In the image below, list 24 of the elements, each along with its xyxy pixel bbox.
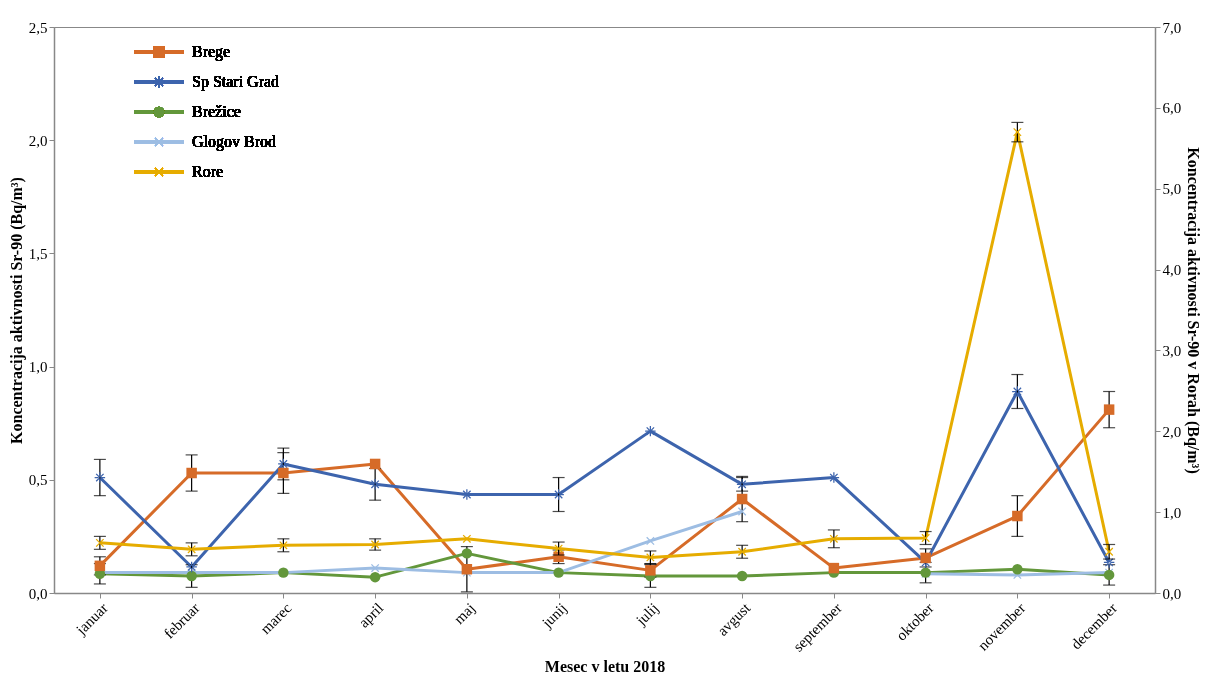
- y-tick-label: 0,0: [28, 585, 48, 602]
- y-tick-label: 2,5: [28, 19, 48, 36]
- y2-tick-label: 2,0: [1162, 423, 1182, 440]
- legend-label: Brežice: [192, 103, 241, 120]
- y2-tick-label: 4,0: [1162, 262, 1182, 279]
- x-axis-title: Mesec v letu 2018: [544, 657, 666, 675]
- legend-label: Glogov Brod: [192, 133, 276, 151]
- x-tick-label: maj: [450, 599, 478, 628]
- y-axis-title: Koncentracija aktivnosti Sr-90 (Bq/m³): [7, 177, 26, 444]
- y-tick-label: 2,0: [28, 132, 48, 149]
- legend-label: Sp Stari Grad: [192, 73, 280, 91]
- y2-tick-label: 7,0: [1162, 19, 1182, 36]
- y2-tick-label: 5,0: [1162, 181, 1182, 198]
- y2-tick-label: 0,0: [1162, 585, 1182, 602]
- y-tick-label: 1,0: [28, 359, 48, 376]
- y2-tick-label: 3,0: [1162, 342, 1182, 359]
- legend-label: Brege: [192, 43, 231, 61]
- x-tick-label: april: [355, 599, 387, 631]
- y-tick-label: 0,5: [28, 472, 48, 489]
- y2-tick-label: 1,0: [1162, 504, 1182, 521]
- legend-label: Rore: [192, 163, 224, 180]
- y-tick-label: 1,5: [28, 245, 48, 262]
- y2-tick-label: 6,0: [1162, 100, 1182, 117]
- y2-axis-title: Koncentracija aktivnosti Sr-90 v Rorah (Bq/m³): [1184, 147, 1203, 474]
